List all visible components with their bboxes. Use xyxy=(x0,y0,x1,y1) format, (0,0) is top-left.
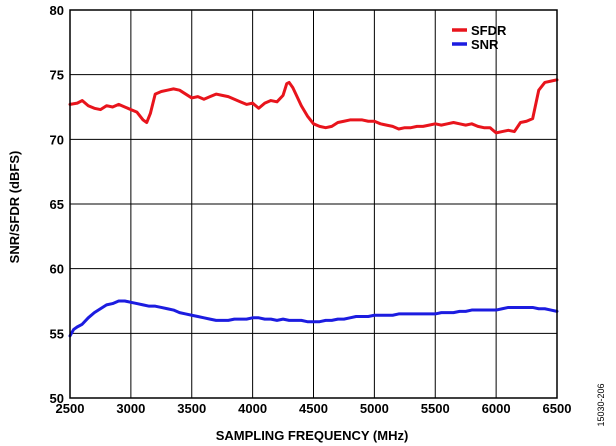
grid xyxy=(69,9,558,399)
y-tick-label-80: 80 xyxy=(50,3,64,18)
legend: SFDR SNR xyxy=(452,23,507,52)
x-tick-label-4500: 4500 xyxy=(299,401,328,416)
y-tick-label-55: 55 xyxy=(50,326,64,341)
y-axis-label: SNR/SFDR (dBFS) xyxy=(7,151,22,264)
series-layer xyxy=(68,78,559,338)
x-tick-label-3000: 3000 xyxy=(116,401,145,416)
x-tick-label-6500: 6500 xyxy=(543,401,572,416)
x-tick-label-4000: 4000 xyxy=(238,401,267,416)
figure-id: 15030-206 xyxy=(596,383,606,426)
x-tick-label-5000: 5000 xyxy=(360,401,389,416)
y-tick-label-75: 75 xyxy=(50,68,64,83)
x-tick-label-2500: 2500 xyxy=(56,401,85,416)
y-tick-label-50: 50 xyxy=(50,391,64,406)
plot-frame xyxy=(69,9,558,399)
y-tick-label-60: 60 xyxy=(50,262,64,277)
x-axis-label: SAMPLING FREQUENCY (MHz) xyxy=(216,428,409,443)
x-tick-labels: 2500 3000 3500 4000 4500 5000 5500 6000 6500 xyxy=(56,401,572,416)
x-tick-label-5500: 5500 xyxy=(421,401,450,416)
x-tick-label-3500: 3500 xyxy=(177,401,206,416)
series-line-snr xyxy=(68,299,559,338)
x-tick-label-6000: 6000 xyxy=(482,401,511,416)
legend-sfdr-label: SFDR xyxy=(471,23,507,38)
y-tick-label-70: 70 xyxy=(50,132,64,147)
series-line-sfdr xyxy=(68,78,559,135)
y-tick-label-65: 65 xyxy=(50,197,64,212)
legend-snr-label: SNR xyxy=(471,37,499,52)
y-tick-labels: 50 55 60 65 70 75 80 xyxy=(50,3,64,406)
